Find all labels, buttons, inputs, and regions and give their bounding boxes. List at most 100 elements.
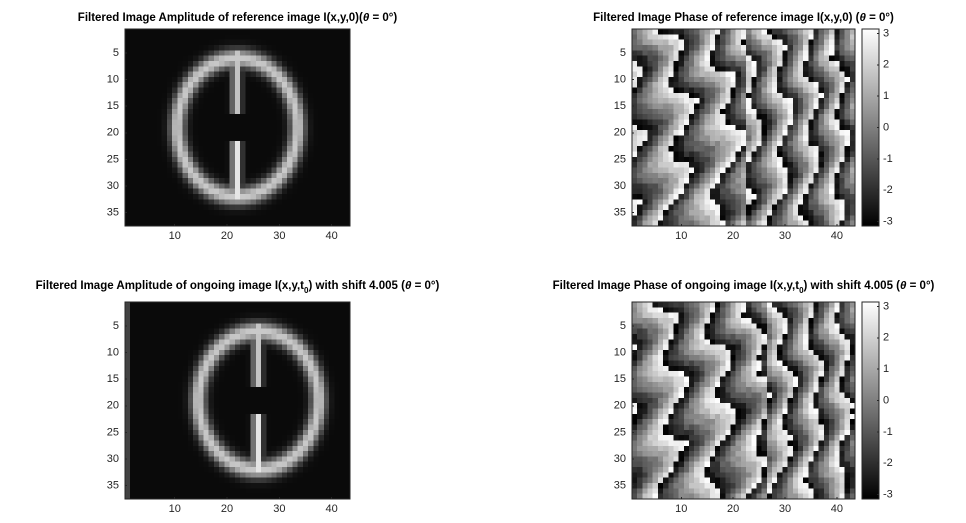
image-pixel <box>251 456 257 462</box>
image-pixel <box>156 167 162 173</box>
image-pixel <box>219 345 225 351</box>
image-pixel <box>710 215 716 221</box>
image-pixel <box>188 215 194 221</box>
image-pixel <box>141 366 147 372</box>
image-pixel <box>308 135 314 141</box>
image-pixel <box>135 93 141 99</box>
image-pixel <box>746 130 752 136</box>
image-pixel <box>292 313 298 319</box>
image-pixel <box>125 345 131 351</box>
image-pixel <box>219 50 225 56</box>
image-pixel <box>198 215 204 221</box>
image-pixel <box>751 29 757 35</box>
image-pixel <box>637 199 643 205</box>
image-pixel <box>793 88 799 94</box>
image-pixel <box>209 371 215 377</box>
image-pixel <box>834 93 840 99</box>
image-pixel <box>292 151 298 157</box>
image-pixel <box>303 371 309 377</box>
image-pixel <box>694 130 700 136</box>
image-pixel <box>839 302 845 308</box>
image-pixel <box>256 82 262 88</box>
image-pixel <box>793 135 799 141</box>
image-pixel <box>798 313 804 319</box>
image-pixel <box>782 34 788 40</box>
image-pixel <box>756 162 762 168</box>
image-pixel <box>141 34 147 40</box>
image-pixel <box>209 199 215 205</box>
image-pixel <box>298 66 304 72</box>
image-pixel <box>151 210 157 216</box>
image-pixel <box>303 393 309 399</box>
image-pixel <box>834 157 840 163</box>
image-pixel <box>156 355 162 361</box>
image-pixel <box>230 393 236 399</box>
image-pixel <box>319 135 325 141</box>
image-pixel <box>637 109 643 115</box>
image-pixel <box>689 61 695 67</box>
image-pixel <box>277 135 283 141</box>
image-pixel <box>172 162 178 168</box>
image-pixel <box>793 162 799 168</box>
image-pixel <box>308 167 314 173</box>
image-pixel <box>839 50 845 56</box>
image-pixel <box>845 66 851 72</box>
image-pixel <box>287 488 293 494</box>
image-pixel <box>277 387 283 393</box>
image-pixel <box>741 82 747 88</box>
image-pixel <box>183 366 189 372</box>
image-pixel <box>334 66 340 72</box>
image-pixel <box>130 82 136 88</box>
image-pixel <box>324 329 330 335</box>
image-pixel <box>782 88 788 94</box>
image-pixel <box>808 313 814 319</box>
image-pixel <box>209 141 215 147</box>
image-pixel <box>203 318 209 324</box>
image-pixel <box>839 40 845 46</box>
image-pixel <box>277 72 283 78</box>
image-pixel <box>673 183 679 189</box>
image-pixel <box>798 114 804 120</box>
image-pixel <box>788 141 794 147</box>
image-pixel <box>146 77 152 83</box>
image-pixel <box>261 82 267 88</box>
image-pixel <box>334 189 340 195</box>
image-pixel <box>188 435 194 441</box>
image-pixel <box>130 61 136 67</box>
image-pixel <box>151 424 157 430</box>
image-pixel <box>193 45 199 51</box>
image-pixel <box>668 109 674 115</box>
image-pixel <box>214 82 220 88</box>
image-pixel <box>808 215 814 221</box>
image-pixel <box>705 146 711 152</box>
image-pixel <box>329 50 335 56</box>
image-pixel <box>214 77 220 83</box>
image-pixel <box>193 178 199 184</box>
image-pixel <box>151 377 157 383</box>
image-pixel <box>736 88 742 94</box>
image-pixel <box>658 178 664 184</box>
image-pixel <box>829 194 835 200</box>
image-pixel <box>183 183 189 189</box>
image-pixel <box>183 72 189 78</box>
image-pixel <box>156 408 162 414</box>
image-pixel <box>151 173 157 179</box>
image-pixel <box>266 302 272 308</box>
image-pixel <box>637 34 643 40</box>
image-pixel <box>219 157 225 163</box>
image-pixel <box>663 77 669 83</box>
image-pixel <box>240 146 246 152</box>
image-pixel <box>198 371 204 377</box>
image-pixel <box>824 173 830 179</box>
image-pixel <box>798 45 804 51</box>
image-pixel <box>261 419 267 425</box>
image-pixel <box>839 109 845 115</box>
image-pixel <box>146 403 152 409</box>
image-pixel <box>146 146 152 152</box>
image-pixel <box>256 355 262 361</box>
image-pixel <box>329 93 335 99</box>
image-pixel <box>135 446 141 452</box>
image-pixel <box>214 104 220 110</box>
image-pixel <box>209 189 215 195</box>
image-pixel <box>266 98 272 104</box>
